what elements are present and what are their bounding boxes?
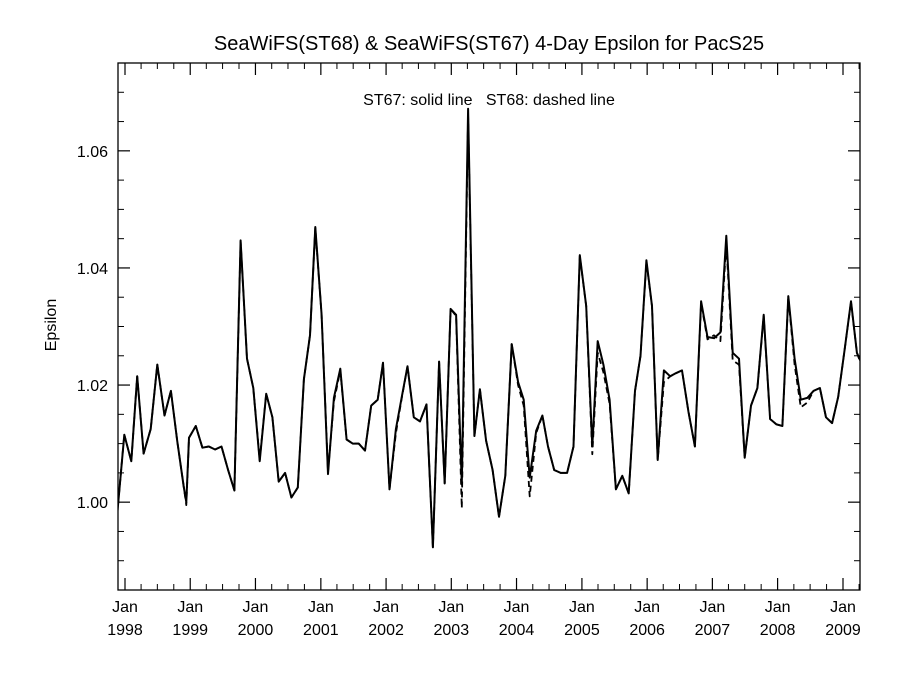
plot-frame — [117, 62, 861, 591]
chart-annotation: ST67: solid line ST68: dashed line — [363, 92, 615, 109]
x-tick-month: Jan — [373, 599, 399, 616]
axis-layer: 1.00 1.02 1.04 1.06 Jan 1998 Jan 1999 Jan 2000 Jan… — [77, 62, 861, 639]
y-tick-label: 1.06 — [77, 144, 108, 161]
x-tick-year: 1999 — [172, 622, 208, 639]
x-tick-month: Jan — [634, 599, 660, 616]
x-tick-year: 2000 — [238, 622, 274, 639]
series-layer — [118, 107, 860, 549]
y-axis-label: Epsilon — [43, 299, 60, 351]
x-tick-month: Jan — [504, 599, 530, 616]
series-line-st68 — [118, 114, 860, 549]
y-tick-label: 1.00 — [77, 495, 108, 512]
x-tick-month: Jan — [177, 599, 203, 616]
x-tick-year: 2009 — [825, 622, 861, 639]
chart-title: SeaWiFS(ST68) & SeaWiFS(ST67) 4-Day Epsi… — [214, 33, 764, 55]
x-tick-month: Jan — [569, 599, 595, 616]
x-tick-year: 2008 — [760, 622, 796, 639]
y-tick-label: 1.04 — [77, 261, 108, 278]
x-tick-year: 2001 — [303, 622, 339, 639]
x-tick-year: 2006 — [629, 622, 665, 639]
x-tick-year: 2005 — [564, 622, 600, 639]
x-tick-month: Jan — [438, 599, 464, 616]
x-tick-year: 2007 — [695, 622, 731, 639]
y-tick-label: 1.02 — [77, 378, 108, 395]
x-tick-month: Jan — [243, 599, 269, 616]
x-tick-month: Jan — [765, 599, 791, 616]
x-tick-month: Jan — [112, 599, 138, 616]
x-tick-month: Jan — [830, 599, 856, 616]
x-tick-year: 2002 — [368, 622, 404, 639]
x-tick-year: 1998 — [107, 622, 143, 639]
x-tick-year: 2003 — [434, 622, 470, 639]
x-tick-month: Jan — [699, 599, 725, 616]
x-tick-month: Jan — [308, 599, 334, 616]
x-tick-year: 2004 — [499, 622, 535, 639]
